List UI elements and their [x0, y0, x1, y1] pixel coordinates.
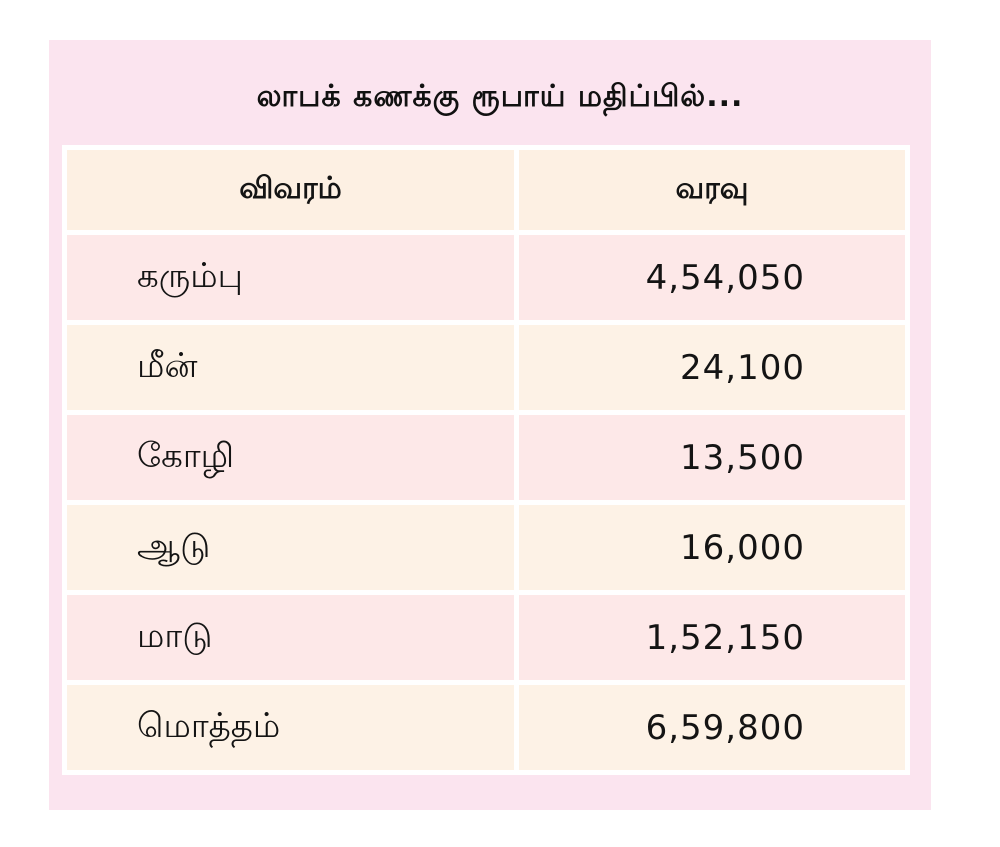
header-row: விவரம் வரவு	[67, 150, 905, 230]
header-income: வரவு	[519, 150, 905, 230]
profit-table: விவரம் வரவு கரும்பு 4,54,050 மீன் 24,100…	[62, 145, 910, 775]
row-item: கரும்பு	[67, 235, 514, 320]
row-income: 24,100	[519, 325, 905, 410]
row-income: 1,52,150	[519, 595, 905, 680]
row-income-total: 6,59,800	[519, 685, 905, 770]
table-row-total: மொத்தம் 6,59,800	[67, 685, 905, 770]
row-item-total: மொத்தம்	[67, 685, 514, 770]
table-row: மீன் 24,100	[67, 325, 905, 410]
table-row: ஆடு 16,000	[67, 505, 905, 590]
table-row: கரும்பு 4,54,050	[67, 235, 905, 320]
row-item: மீன்	[67, 325, 514, 410]
table-row: கோழி 13,500	[67, 415, 905, 500]
row-item: மாடு	[67, 595, 514, 680]
row-item: கோழி	[67, 415, 514, 500]
table-title: லாபக் கணக்கு ரூபாய் மதிப்பில்...	[256, 79, 744, 114]
table-row: மாடு 1,52,150	[67, 595, 905, 680]
row-income: 13,500	[519, 415, 905, 500]
row-item: ஆடு	[67, 505, 514, 590]
header-item: விவரம்	[67, 150, 514, 230]
row-income: 16,000	[519, 505, 905, 590]
row-income: 4,54,050	[519, 235, 905, 320]
